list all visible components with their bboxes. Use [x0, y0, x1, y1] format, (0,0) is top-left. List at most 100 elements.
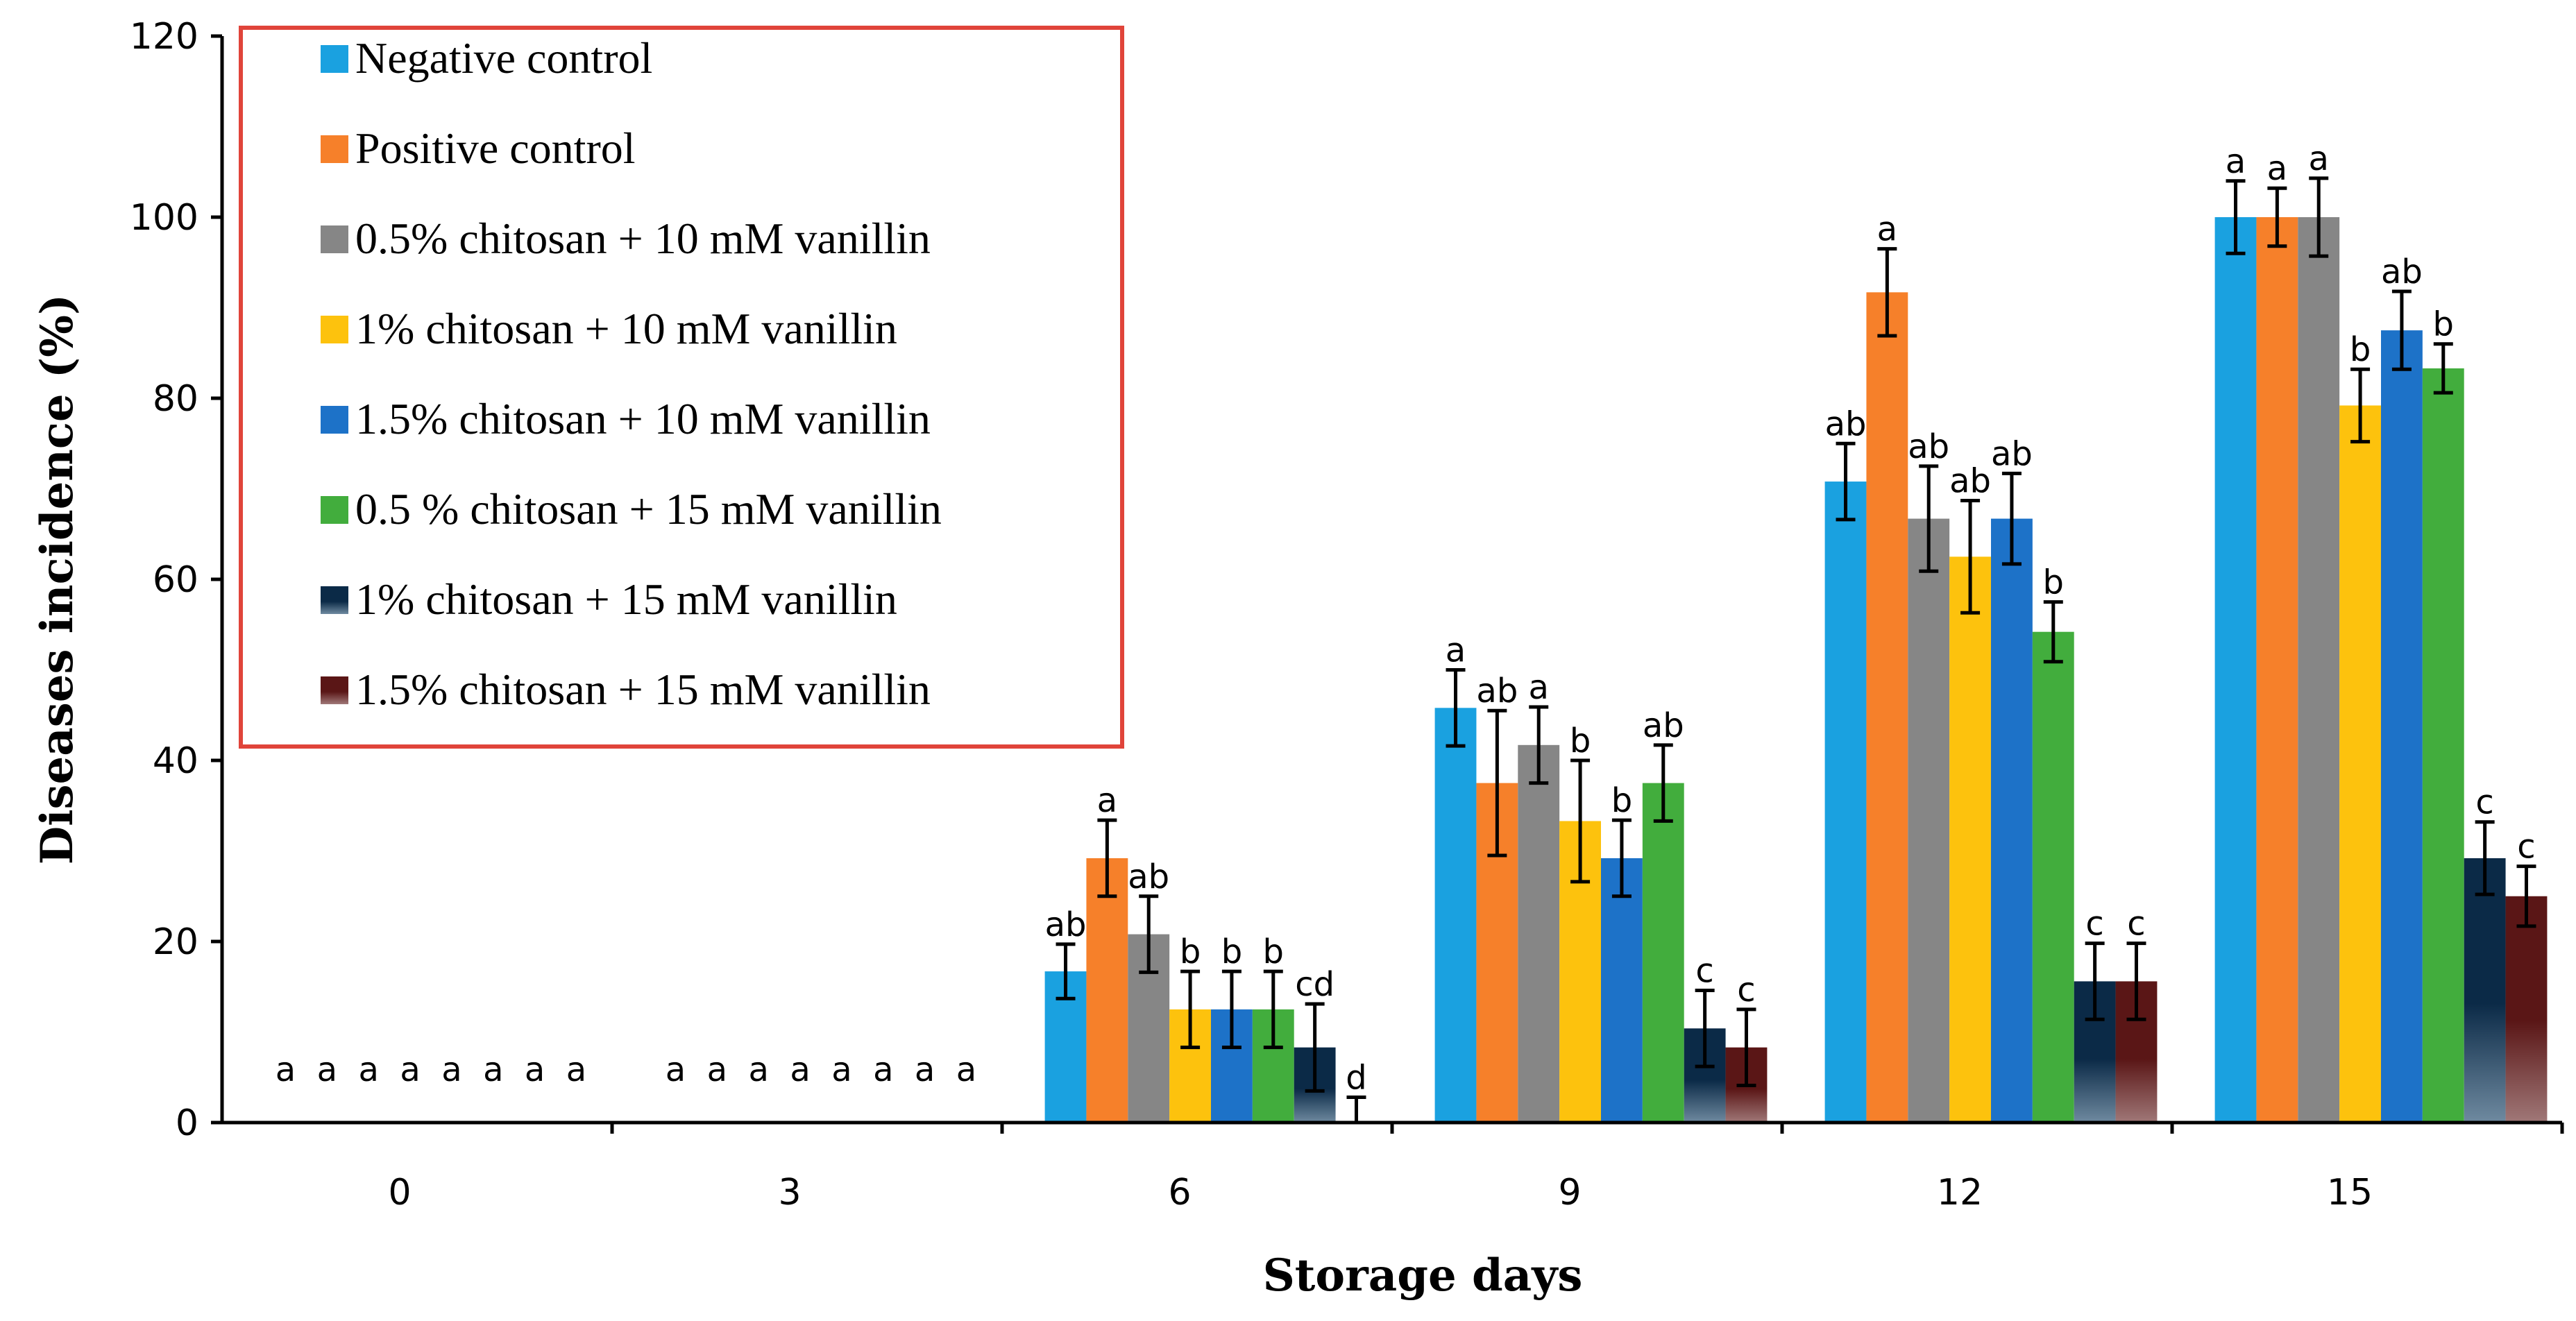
- significance-label: ab: [1128, 858, 1169, 896]
- y-ticks: 0 20 40 60 80 100 120: [130, 16, 222, 1144]
- significance-label: a: [1877, 210, 1897, 249]
- significance-label: a: [707, 1050, 727, 1089]
- legend-swatch: [321, 225, 348, 253]
- x-ticks: 0 3 6 9 12 15: [388, 1123, 2564, 1213]
- bar: [1866, 292, 1908, 1123]
- significance-label: d: [1346, 1058, 1366, 1097]
- significance-label: ab: [1991, 434, 2033, 473]
- bar: [1601, 858, 1643, 1123]
- y-tick-label: 100: [130, 197, 198, 239]
- x-tick-label: 3: [778, 1172, 801, 1213]
- legend-label: 0.5% chitosan + 10 mM vanillin: [355, 214, 931, 263]
- significance-label: ab: [1908, 427, 1949, 466]
- significance-label: ab: [1643, 706, 1684, 745]
- significance-label: a: [483, 1050, 503, 1089]
- significance-label: a: [915, 1050, 935, 1089]
- bar: [2214, 217, 2257, 1123]
- significance-label: a: [400, 1050, 420, 1089]
- x-tick-label: 15: [2327, 1172, 2373, 1213]
- significance-label: b: [1570, 722, 1591, 760]
- legend-swatch: [321, 316, 348, 343]
- significance-label: c: [2475, 783, 2493, 822]
- bar: [1518, 744, 1560, 1123]
- legend-swatch: [321, 135, 348, 163]
- significance-label: ab: [2381, 253, 2423, 291]
- significance-label: b: [1611, 781, 1632, 820]
- y-tick-label: 80: [153, 378, 198, 420]
- y-tick-label: 120: [130, 16, 198, 58]
- significance-label: ab: [1045, 905, 1087, 944]
- bar: [1434, 708, 1477, 1123]
- legend-swatch: [321, 586, 348, 614]
- significance-label: a: [276, 1050, 296, 1089]
- legend-label: 1% chitosan + 10 mM vanillin: [355, 304, 897, 353]
- significance-label: a: [790, 1050, 810, 1089]
- significance-label: a: [1446, 631, 1466, 670]
- significance-label: ab: [1949, 461, 1991, 500]
- bar: [2256, 217, 2298, 1123]
- significance-label: a: [317, 1050, 337, 1089]
- x-tick-label: 9: [1558, 1172, 1581, 1213]
- y-axis-title: Diseases incidence (%): [31, 294, 83, 865]
- significance-label: b: [2043, 563, 2064, 602]
- legend-label: 1.5% chitosan + 10 mM vanillin: [355, 394, 931, 443]
- significance-label: a: [2226, 142, 2246, 181]
- significance-label: c: [2085, 905, 2103, 944]
- x-tick-label: 0: [388, 1172, 411, 1213]
- y-tick-label: 40: [153, 740, 198, 782]
- significance-label: b: [1180, 932, 1201, 971]
- significance-label: c: [1695, 951, 1713, 990]
- legend-swatch: [321, 406, 348, 434]
- bar: [1949, 556, 1991, 1123]
- significance-label: c: [1737, 971, 1755, 1009]
- significance-label: a: [873, 1050, 893, 1089]
- significance-label: a: [1097, 781, 1117, 820]
- y-tick-label: 20: [153, 921, 198, 963]
- error-bars-layer: [1056, 176, 2536, 1123]
- bar: [1908, 518, 1950, 1123]
- legend: Negative control Positive control 0.5% chi…: [239, 26, 1124, 749]
- bar: [1086, 858, 1128, 1123]
- significance-label: ab: [1476, 672, 1518, 710]
- bar: [1642, 783, 1684, 1123]
- legend-swatch: [321, 45, 348, 73]
- significance-label: a: [2309, 139, 2329, 178]
- significance-label: a: [831, 1050, 851, 1089]
- x-tick-label: 6: [1168, 1172, 1191, 1213]
- bar: [2422, 368, 2464, 1123]
- x-axis-title: Storage days: [1263, 1250, 1583, 1302]
- significance-label: a: [956, 1050, 976, 1089]
- bar: [2298, 217, 2340, 1123]
- significance-label: b: [2350, 330, 2371, 369]
- bar: [2464, 858, 2506, 1123]
- legend-label: 0.5 % chitosan + 15 mM vanillin: [355, 484, 942, 534]
- bar: [2505, 896, 2548, 1123]
- bars-layer: [1044, 217, 2548, 1123]
- significance-label: b: [1263, 932, 1284, 971]
- legend-label: Positive control: [355, 123, 636, 173]
- significance-label: a: [359, 1050, 379, 1089]
- legend-label: 1.5% chitosan + 15 mM vanillin: [355, 665, 931, 714]
- significance-label: a: [666, 1050, 686, 1089]
- significance-label: c: [2517, 828, 2535, 867]
- legend-swatch: [321, 496, 348, 524]
- bar: [2032, 631, 2074, 1123]
- significance-label: a: [749, 1050, 769, 1089]
- bar: [2339, 405, 2381, 1123]
- significance-label: c: [2127, 905, 2145, 944]
- legend-frame: [239, 26, 1124, 749]
- legend-label: 1% chitosan + 15 mM vanillin: [355, 574, 897, 624]
- bar: [1824, 481, 1867, 1123]
- legend-swatch: [321, 676, 348, 704]
- significance-label: a: [1529, 668, 1549, 707]
- significance-label: a: [441, 1050, 461, 1089]
- significance-label: cd: [1295, 965, 1334, 1004]
- significance-label: b: [2433, 305, 2454, 344]
- significance-label: ab: [1825, 404, 1867, 443]
- y-tick-label: 0: [176, 1102, 198, 1144]
- x-tick-label: 12: [1937, 1172, 1983, 1213]
- significance-label: a: [525, 1050, 545, 1089]
- bar: [1991, 518, 2033, 1123]
